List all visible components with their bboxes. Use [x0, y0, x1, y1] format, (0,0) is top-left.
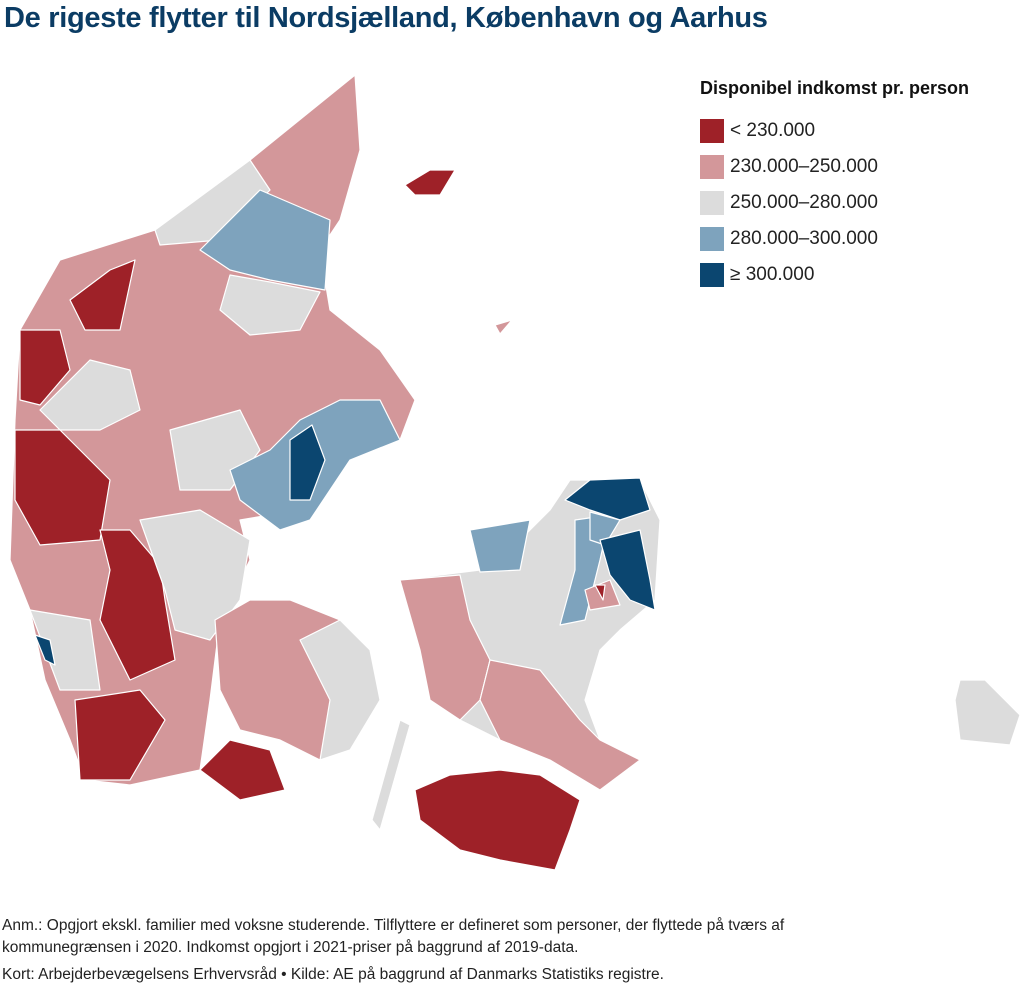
- region: [69, 259, 136, 331]
- region: [469, 519, 531, 573]
- legend-swatch: [700, 263, 724, 287]
- legend-item: 230.000–250.000: [700, 149, 969, 185]
- region: [74, 689, 166, 781]
- legend-swatch: [700, 119, 724, 143]
- legend-swatch: [700, 191, 724, 215]
- legend-swatch: [700, 155, 724, 179]
- region: [594, 584, 606, 601]
- region: [19, 329, 71, 406]
- legend: Disponibel indkomst pr. person < 230.000…: [700, 78, 969, 293]
- region: [599, 529, 656, 611]
- region: [404, 169, 456, 196]
- region: [479, 659, 641, 791]
- legend-swatch: [700, 227, 724, 251]
- region: [371, 719, 411, 831]
- note-line: kommunegrænsen i 2020. Indkomst opgjort …: [2, 939, 579, 956]
- map: [9, 74, 1021, 871]
- legend-label: 280.000–300.000: [730, 228, 878, 249]
- source: Kort: Arbejderbevægelsens Erhvervsråd • …: [2, 966, 664, 983]
- region: [99, 529, 176, 681]
- region: [34, 634, 56, 666]
- region: [219, 274, 321, 336]
- note-line: Anm.: Opgjort ekskl. familier med voksne…: [2, 917, 785, 934]
- notes: Anm.: Opgjort ekskl. familier med voksne…: [2, 915, 784, 959]
- region: [289, 424, 326, 501]
- legend-title: Disponibel indkomst pr. person: [700, 78, 970, 98]
- region: [564, 477, 651, 521]
- region: [414, 769, 581, 871]
- region: [199, 189, 331, 291]
- region: [199, 739, 286, 801]
- legend-item: < 230.000: [700, 113, 969, 149]
- legend-label: ≥ 300.000: [730, 264, 815, 285]
- legend-item: ≥ 300.000: [700, 257, 969, 293]
- legend-item: 280.000–300.000: [700, 221, 969, 257]
- region: [954, 679, 1021, 746]
- region: [14, 429, 111, 546]
- legend-item: 250.000–280.000: [700, 185, 969, 221]
- title: De rigeste flytter til Nordsjælland, Køb…: [4, 2, 768, 34]
- region: [494, 319, 513, 335]
- legend-label: 230.000–250.000: [730, 156, 878, 177]
- region: [299, 619, 381, 761]
- legend-label: 250.000–280.000: [730, 192, 878, 213]
- legend-label: < 230.000: [730, 120, 816, 141]
